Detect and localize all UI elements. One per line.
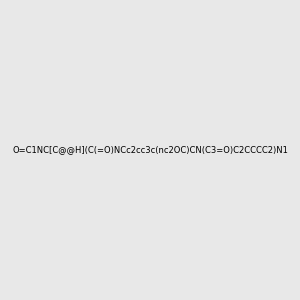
Text: O=C1NC[C@@H](C(=O)NCc2cc3c(nc2OC)CN(C3=O)C2CCCC2)N1: O=C1NC[C@@H](C(=O)NCc2cc3c(nc2OC)CN(C3=O… [12,146,288,154]
